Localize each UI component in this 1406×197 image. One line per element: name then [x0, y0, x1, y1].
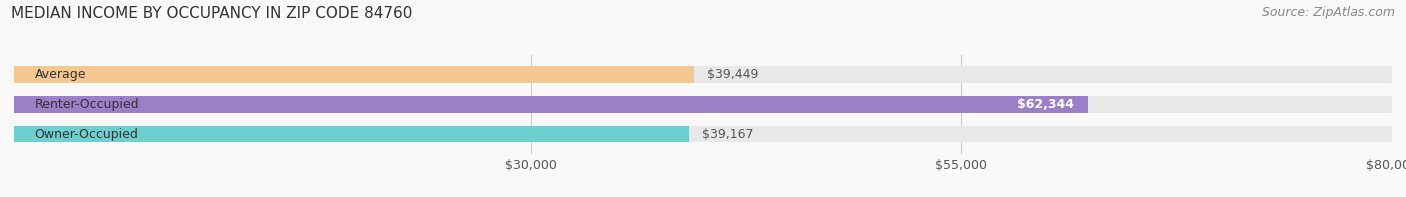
Bar: [14, 66, 693, 83]
Bar: [14, 96, 1088, 113]
Bar: [14, 126, 689, 142]
Text: Renter-Occupied: Renter-Occupied: [35, 98, 139, 111]
Bar: [14, 126, 1392, 142]
Text: Average: Average: [35, 68, 86, 81]
Text: $62,344: $62,344: [1017, 98, 1074, 111]
Bar: [14, 66, 1392, 83]
Text: Owner-Occupied: Owner-Occupied: [35, 128, 139, 141]
Text: MEDIAN INCOME BY OCCUPANCY IN ZIP CODE 84760: MEDIAN INCOME BY OCCUPANCY IN ZIP CODE 8…: [11, 6, 412, 21]
Text: Source: ZipAtlas.com: Source: ZipAtlas.com: [1261, 6, 1395, 19]
Text: $39,167: $39,167: [703, 128, 754, 141]
Text: $39,449: $39,449: [707, 68, 759, 81]
Bar: [14, 96, 1392, 113]
